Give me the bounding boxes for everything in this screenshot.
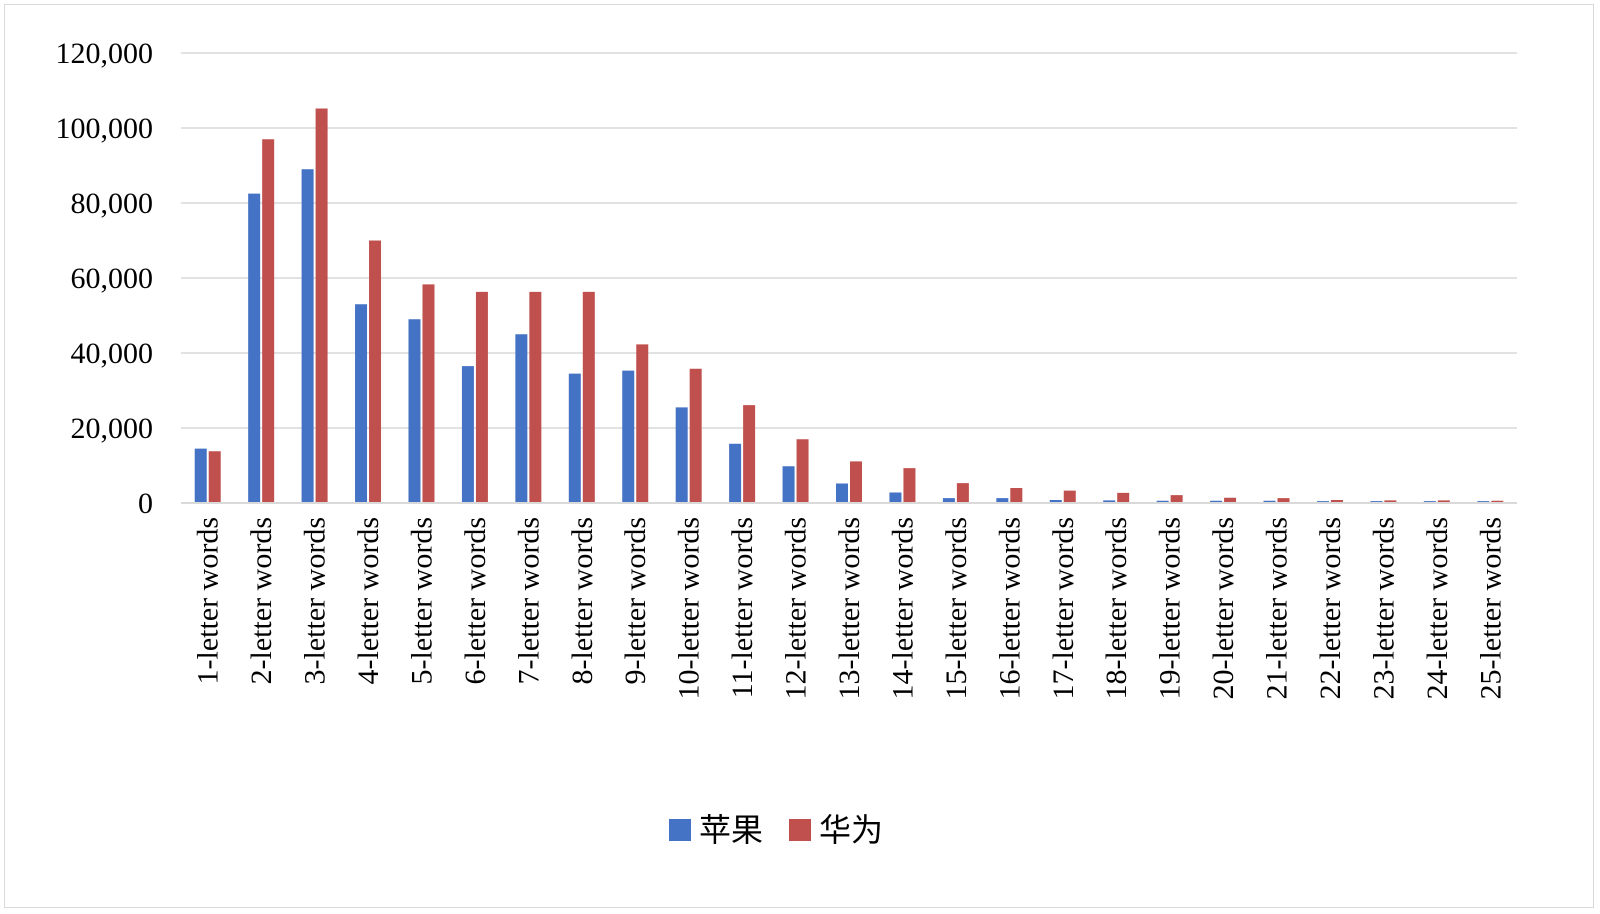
y-tick-label: 120,000 [56,37,154,70]
bar-series-2 [422,284,435,503]
x-axis-labels: 1-letter words 2-letter words 3-letter wor… [192,517,1508,699]
bar-series-2 [262,139,275,503]
gridlines [181,52,1517,429]
y-axis-ticks: 0 20,000 40,000 60,000 80,000 100,000 120,000 [56,37,154,520]
bar-series-1 [194,448,207,503]
x-tick-label: 21-letter words [1261,517,1294,699]
bar-series-2 [1224,497,1237,503]
x-tick-label: 20-letter words [1207,517,1240,699]
legend-label: 华为 [819,812,883,848]
bar-series-1 [515,334,528,503]
bar-series-2 [636,344,649,503]
bar-series-1 [836,483,848,503]
x-tick-label: 7-letter words [512,517,545,684]
y-tick-label: 60,000 [71,262,154,295]
legend-swatch [669,819,691,841]
bar-series-1 [889,492,902,503]
bar-series-1 [461,366,474,503]
bar-series-2 [1117,492,1130,503]
bar-series-1 [1263,500,1276,503]
bar-series-2 [1010,488,1023,503]
y-tick-label: 20,000 [71,412,154,445]
x-tick-label: 24-letter words [1421,517,1454,699]
x-tick-label: 22-letter words [1314,517,1347,699]
bar-series-1 [1049,500,1062,503]
bar-series-1 [355,304,368,503]
bar-series-2 [529,291,542,503]
bar-series-2 [475,291,488,503]
x-tick-label: 14-letter words [886,517,919,699]
bar-series-1 [942,498,955,503]
bar-series-1 [568,373,581,503]
y-tick-label: 80,000 [71,187,154,220]
x-tick-label: 8-letter words [566,517,599,684]
bar-series-2 [1384,500,1397,503]
bar-series-2 [1437,500,1450,503]
x-tick-label: 11-letter words [726,517,759,698]
bar-series-2 [850,461,862,503]
x-tick-label: 10-letter words [673,517,706,699]
bar-series-2 [1063,490,1076,503]
x-tick-label: 13-letter words [833,517,866,699]
x-tick-label: 9-letter words [619,517,652,684]
x-tick-label: 18-letter words [1100,517,1133,699]
bar-series-1 [1210,500,1223,503]
y-tick-label: 100,000 [56,112,154,145]
x-tick-label: 15-letter words [940,517,973,699]
x-tick-label: 25-letter words [1474,517,1507,699]
bar-chart: 020,00040,00060,00080,000100,000120,000 … [56,37,1517,848]
bars [194,108,1504,503]
bar-series-2 [903,468,916,503]
x-tick-label: 23-letter words [1367,517,1400,699]
x-tick-label: 17-letter words [1047,517,1080,699]
bar-series-2 [208,451,221,503]
bar-series-1 [996,498,1009,503]
x-tick-label: 5-letter words [405,517,438,684]
legend-swatch [789,819,811,841]
y-tick-label: 0 [138,487,153,520]
legend: 苹果 华为 [669,812,883,848]
bar-series-2 [689,368,702,503]
bar-series-2 [1277,498,1290,503]
bar-series-1 [622,370,635,503]
bar-series-1 [408,319,421,503]
bar-series-1 [248,193,261,503]
bar-series-2 [369,240,382,503]
bar-series-2 [1170,495,1183,503]
bar-series-2 [315,108,328,503]
bar-series-2 [743,405,756,503]
bar-series-2 [1330,500,1343,503]
x-tick-label: 12-letter words [780,517,813,699]
y-tick-label: 40,000 [71,337,154,370]
chart-frame: 0 20,000 40,000 60,000 80,000 100,000 120,000 … [4,4,1594,908]
bar-series-1 [729,443,742,503]
x-tick-label: 19-letter words [1154,517,1187,699]
bar-series-1 [301,169,314,503]
legend-label: 苹果 [699,812,763,848]
x-tick-label: 16-letter words [993,517,1026,699]
x-tick-label: 1-letter words [192,517,225,684]
bar-series-1 [1103,500,1116,503]
x-tick-label: 4-letter words [352,517,385,684]
bar-series-2 [1491,500,1504,503]
bar-series-1 [782,466,795,503]
x-tick-label: 6-letter words [459,517,492,684]
bar-series-1 [675,407,688,503]
x-tick-label: 3-letter words [299,517,332,684]
x-tick-label: 2-letter words [245,517,278,684]
bar-series-2 [582,291,595,503]
bar-series-2 [956,483,969,503]
bar-series-2 [796,439,809,503]
bar-series-1 [1156,500,1169,503]
